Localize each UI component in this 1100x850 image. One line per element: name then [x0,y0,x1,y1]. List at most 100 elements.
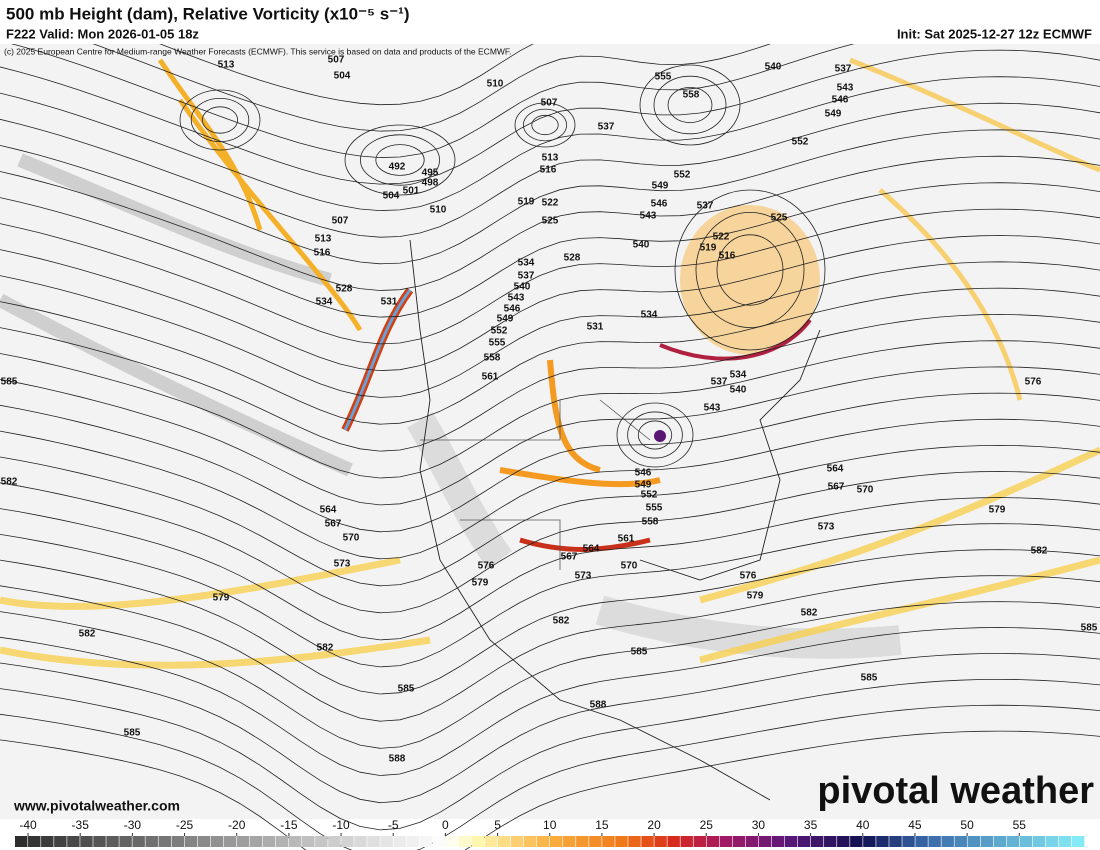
contour-label: 540 [765,62,782,73]
contour-label: 570 [857,485,874,496]
contour-label: 513 [315,234,332,245]
colorbar-cell [1032,836,1046,847]
colorbar-cell [236,836,250,847]
contour-label: 576 [1025,377,1042,388]
contour-label: 573 [334,559,351,570]
height-contour [695,211,805,328]
height-contour [523,108,568,142]
colorbar-cell [380,836,393,847]
contour-label: 537 [711,377,728,388]
height-contour [0,392,1100,533]
contour-label: 573 [575,571,592,582]
colorbar-cell [602,836,615,847]
height-contour [0,155,1100,291]
colorbar-cell [797,836,811,847]
colorbar-cell [680,836,693,847]
contour-label: 585 [861,673,878,684]
vorticity [499,359,661,488]
contour-label: 492 [389,162,406,173]
colorbar-cell [328,836,341,847]
contour-label: 534 [316,297,333,308]
colorbar-cell [497,836,511,847]
shading [407,412,902,659]
contour-label: 567 [325,519,342,530]
height-contour [653,75,727,135]
height-contour [0,444,1100,587]
colorbar-cell [915,836,928,847]
contour-label: 588 [389,754,406,765]
colorbar-cell [784,836,798,847]
contour-label: 543 [704,403,721,414]
copyright: (c) 2025 European Centre for Medium-rang… [4,46,512,56]
contour-label: 513 [542,153,559,164]
contour-label: 522 [713,232,730,243]
colorbar-cell [289,836,302,847]
colorbar-tick-label: 45 [908,818,922,832]
colorbar-cell [615,836,628,847]
colorbar-tick-label: 55 [1013,818,1027,832]
colorbar-cell [928,836,941,847]
colorbar-cell [367,836,380,847]
contour-label: 582 [79,629,96,640]
contour-label: 537 [697,201,714,212]
colorbar-cell [954,836,967,847]
colorbar-cell [210,836,224,847]
contour-label: 552 [491,326,508,337]
colorbar-cell [262,836,276,847]
brand-logo: pivotal weather [817,770,1094,812]
contour-label: 504 [383,191,400,202]
map-layer [0,57,1100,801]
contour-label: 516 [719,251,736,262]
colorbar-tick-label: 20 [647,818,661,832]
colorbar-cell [80,836,93,847]
colorbar-cell [576,836,589,847]
contour-label: 546 [504,304,521,315]
contour-label: 576 [740,571,757,582]
height-contour [0,549,1100,695]
colorbar-cell [563,836,576,847]
coastline [409,239,821,801]
colorbar-cell [889,836,902,847]
colorbar-tick-label: -35 [72,818,90,832]
height-contour [0,678,1100,831]
contour-label: 516 [314,248,331,259]
colorbar-cell [28,836,41,847]
contour-label: 522 [542,198,559,209]
colorbar-tick-label: -10 [332,818,350,832]
height-contour [0,575,1100,722]
contour-label: 516 [540,165,557,176]
contour-label: 576 [478,561,495,572]
contour-label: 552 [792,137,809,148]
contour-label: 552 [674,170,691,181]
colorbar-tick-label: 0 [442,818,449,832]
colorbar-cell [810,836,824,847]
colorbar-cell [536,836,550,847]
colorbar-cell [275,836,289,847]
contour-label: 585 [1081,623,1098,634]
contour-label: 540 [633,240,650,251]
borders [420,399,651,570]
height-contour [359,134,440,186]
colorbar-cell [1071,836,1085,847]
colorbar-cell [184,836,198,847]
colorbar-cell [54,836,67,847]
contour-label: 495 [422,168,439,179]
colorbar-cell [1006,836,1020,847]
colorbar-cell [693,836,706,847]
colorbar-cell [941,836,954,847]
height-contour [201,106,238,134]
colorbar-cell [93,836,106,847]
height-contour [667,87,713,124]
colorbar-cell [550,836,563,847]
colorbar-cell [132,836,145,847]
colorbar-cell [863,836,876,847]
colorbar-cell [824,836,837,847]
colorbar-tick-label: -20 [228,818,246,832]
contour-label: 564 [827,464,844,475]
contour-label: 558 [642,517,659,528]
contour-label: 546 [651,199,668,210]
colorbar-cell [641,836,654,847]
height-contour [0,418,1100,560]
contour-label: 546 [635,468,652,479]
contour-label: 549 [825,109,842,120]
